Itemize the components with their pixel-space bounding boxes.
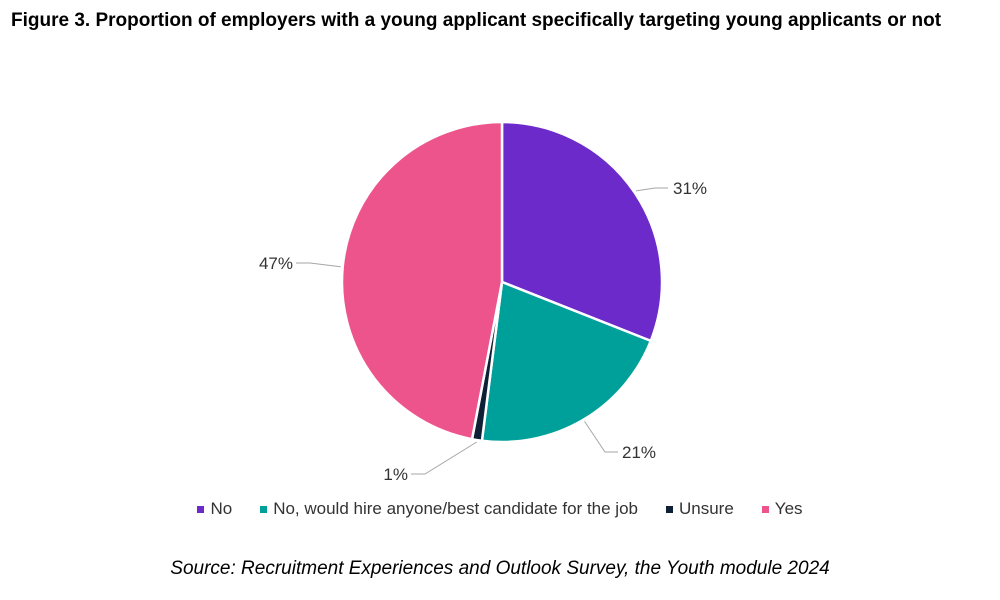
legend-label-yes: Yes bbox=[774, 499, 803, 518]
legend-item-yes: Yes bbox=[761, 499, 803, 519]
pie-slice-yes bbox=[340, 120, 504, 441]
leader-line-yes bbox=[296, 262, 341, 268]
leader-line-no bbox=[635, 187, 668, 192]
slice-label-unsure: 1% bbox=[383, 465, 408, 484]
legend-swatch-no bbox=[197, 505, 205, 513]
leader-line-unsure bbox=[411, 441, 477, 475]
leader-line-no-would-hire-anyone-best-candidate-for-the-job bbox=[584, 421, 618, 453]
legend-item-no: No bbox=[197, 499, 232, 519]
legend-swatch-unsure bbox=[665, 505, 673, 513]
legend-label-no: No bbox=[210, 499, 233, 518]
chart-title: Figure 3. Proportion of employers with a… bbox=[11, 10, 942, 31]
slice-label-yes: 47% bbox=[259, 254, 293, 273]
legend-item-unsure: Unsure bbox=[665, 499, 734, 519]
legend-swatch-yes bbox=[761, 505, 769, 513]
legend-swatch-no-would-hire-anyone-best-candidate-for-the-job bbox=[260, 505, 268, 513]
source-note: Source: Recruitment Experiences and Outl… bbox=[170, 558, 830, 579]
legend-label-no-would-hire-anyone-best-candidate-for-the-job: No, would hire anyone/best candidate for… bbox=[273, 499, 638, 518]
pie-slice-no bbox=[500, 120, 664, 343]
legend-item-no-would-hire-anyone-best-candidate-for-the-job: No, would hire anyone/best candidate for… bbox=[260, 499, 638, 519]
slice-label-no-would-hire-anyone-best-candidate-for-the-job: 21% bbox=[622, 443, 656, 462]
legend-label-unsure: Unsure bbox=[678, 499, 734, 518]
legend: No No, would hire anyone/best candidate f… bbox=[0, 499, 1000, 519]
pie-slice-no-would-hire-anyone-best-candidate-for-the-job bbox=[480, 280, 653, 444]
slice-label-no: 31% bbox=[673, 179, 707, 198]
